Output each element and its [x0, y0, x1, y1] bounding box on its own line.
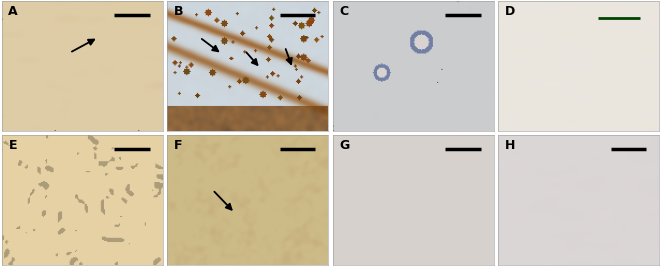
Text: D: D [505, 5, 515, 18]
Text: B: B [174, 5, 183, 18]
Text: H: H [505, 139, 515, 152]
Text: C: C [339, 5, 348, 18]
Text: E: E [9, 139, 17, 152]
Text: F: F [174, 139, 182, 152]
Text: G: G [339, 139, 350, 152]
Text: A: A [9, 5, 18, 18]
